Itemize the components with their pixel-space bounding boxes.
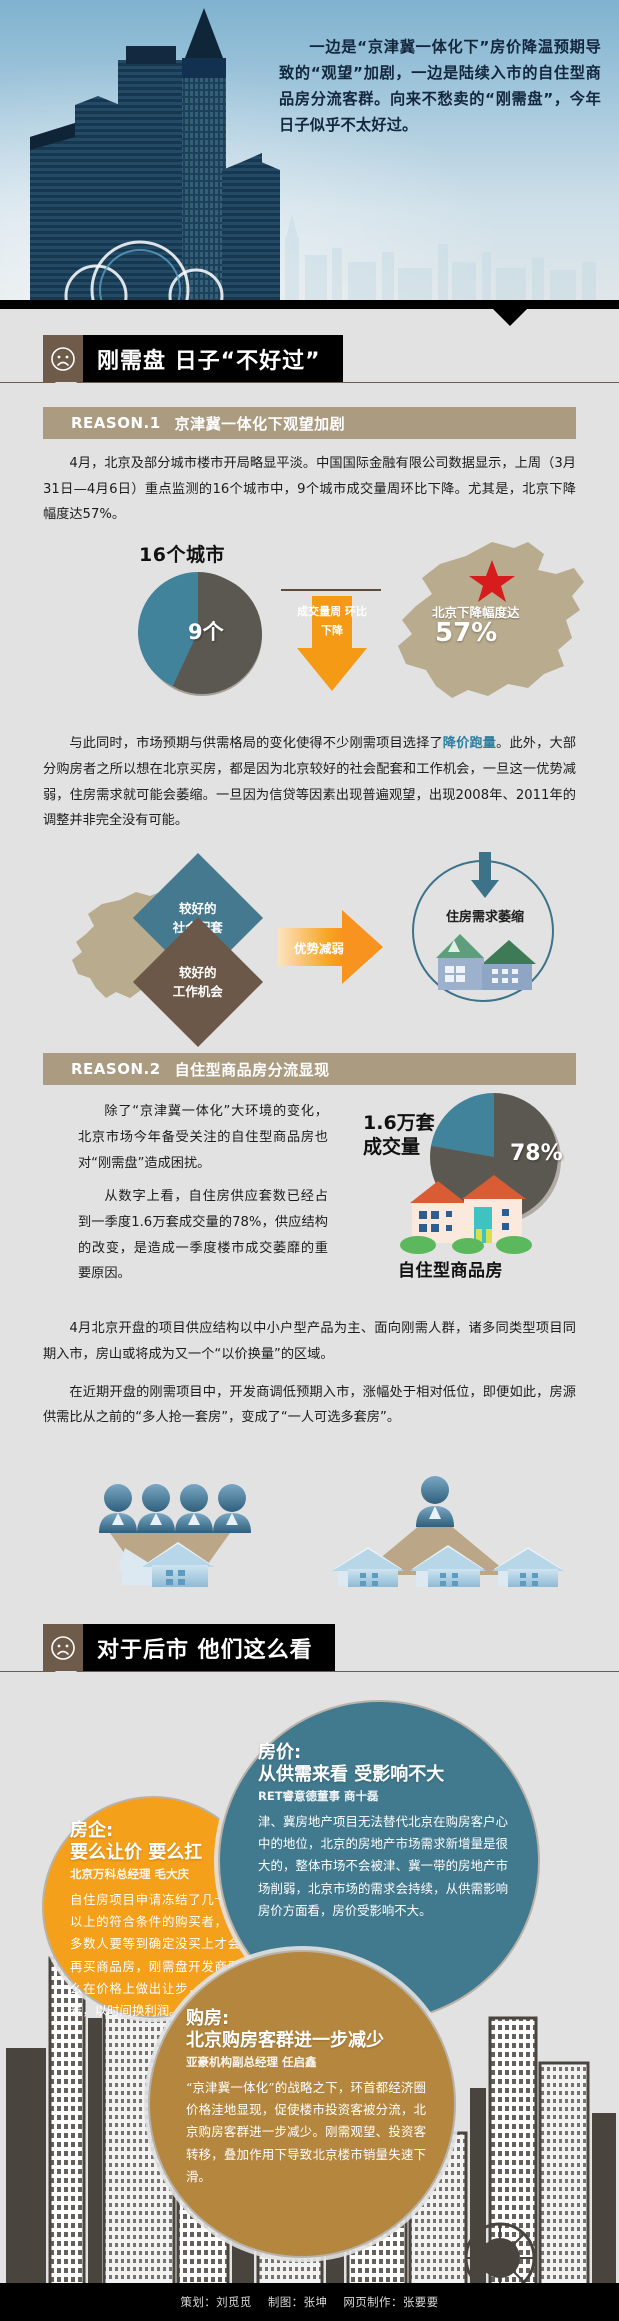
credit-web: 网页制作：张要要 [343,2295,439,2309]
figure-supply-demand [0,1445,619,1590]
housing-demand-circle: 住房需求萎缩 [412,852,554,1003]
reason1-bar: REASON.1 京津冀一体化下观望加剧 [43,407,576,439]
reason2-paragraph-b: 从数字上看，自住房供应套数已经占到一季度1.6万套成交量的78%，供应结构的改变… [78,1189,328,1282]
section1-header-wrap: 刚需盘 日子“不好过” [0,309,619,395]
weakening-arrow-label: 优势减弱 [293,941,344,957]
section2-header: 对于后市 他们这么看 [43,1624,335,1672]
reason1-paragraph: 4月，北京及部分城市楼市开局略显平淡。中国国际金融有限公司数据显示，上周（3月3… [43,456,576,523]
reason2-paragraph-c: 4月北京开盘的项目供应结构以中小户型产品为主、面向刚需人群，诸多同类型项目同期入… [43,1321,576,1362]
housing-demand-label: 住房需求萎缩 [445,910,524,926]
decline-arrow-icon: 成交量周 环比下降 [297,596,367,692]
beijing-map-icon [398,542,584,699]
pie1-label: 16个城市 [139,544,225,567]
bubble-source-developer: 北京万科总经理 毛大庆 [70,1867,190,1882]
pie-chart-16-cities: 9个 [138,572,262,695]
diamond-jobs-label: 较好的 工作机会 [172,964,224,1000]
bubble-source-buyers: 亚豪机构副总经理 任启鑫 [186,2055,317,2070]
houses-right [332,1545,564,1588]
map-caption: 北京下降幅度达 [432,605,520,621]
p2-part-a: 与此同时，市场预期与供需格局的变化使得不少刚需项目选择了 [69,736,443,752]
reason2-number: REASON.2 [71,1060,161,1079]
reason2-bar: REASON.2 自住型商品房分流显现 [43,1053,576,1086]
section2-rule [0,1671,619,1685]
weakening-arrow-icon: 优势减弱 [278,910,383,985]
p2-part-b: 。此外，大部分购房者之所以想在北京买房，都是因为北京较好的社会配套和工作机会，一… [43,736,577,829]
section2-rule-tick [55,1671,77,1685]
footer-credits: 策划：刘觅觅 制图：张坤 网页制作：张要要 [0,2283,619,2321]
reason1-number: REASON.1 [71,414,161,432]
reason2-label: 自住型商品房分流显现 [174,1060,330,1079]
bubble-title-buyers: 购房: 北京购房客群进一步减少 [186,2008,384,2051]
people-and-houses-illustration [99,1476,564,1588]
decline-arrow-label: 成交量周 环比下降 [297,605,367,638]
arrow-stem [479,852,491,883]
demand-down-arrow-icon [471,852,499,908]
section2-title: 对于后市 他们这么看 [83,1624,335,1672]
top-black-divider [0,300,619,326]
section1-title: 刚需盘 日子“不好过” [83,335,343,382]
section2-header-wrap: 对于后市 他们这么看 [0,1590,619,1685]
credit-planner: 策划：刘觅觅 [180,2295,252,2309]
reason2-paragraph-a: 除了“京津冀一体化”大环境的变化，北京市场今年备受关注的自住型商品房也对“刚需盘… [78,1104,328,1171]
figure-cities-pie: 16个城市 9个 成交量周 环比下降 北京下降幅度达 57% [0,534,619,719]
map-percent-value: 57% [435,618,498,649]
reason1-label: 京津冀一体化下观望加剧 [174,414,346,433]
pie1-value: 9个 [188,620,224,645]
pie2-title: 1.6万套 成交量 [363,1112,435,1159]
section1-header: 刚需盘 日子“不好过” [43,335,343,382]
section1-rule-tick [55,382,77,395]
section1-rule [0,382,619,395]
reason2-paragraph-d: 在近期开盘的刚需项目中，开发商调低预期入市，涨幅处于相对低位，即便如此，房源供需… [43,1384,576,1426]
pie1-highlight-slice [142,574,262,695]
pie2-value: 78% [510,1141,563,1167]
house-pair-icon [436,934,536,991]
self-housing-illustration-icon [400,1175,532,1255]
bubble-title-price: 房价: 从供需来看 受影响不大 [258,1742,445,1785]
figure-self-housing: 1.6万套 成交量 78% 自住型商品房 除了“京津冀一体化”大环境的变化，北京… [0,1089,619,1304]
bubble-body-buyers: “京津冀一体化”的战略之下，环首都经济圈价格洼地显现，促使楼市投资客被分流，北京… [186,2080,426,2184]
hero-lead-text: 一边是“京津冀一体化下”房价降温预期导致的“观望”加剧，一边是陆续入市的自住型商… [279,38,601,135]
arrow-stem [312,596,352,649]
bubble-body-price: 津、冀房地产项目无法替代北京在购房客户心中的地位，北京的房地产市场需求新增量是很… [258,1814,508,1918]
figure1-connector-line [281,589,381,592]
capital-star-icon [469,560,515,603]
p2-highlight: 降价跑量 [442,736,497,752]
house-left [118,1542,214,1588]
expert-opinions-section: 房企: 要么让价 要么扛 北京万科总经理 毛大庆 自住房项目申请冻结了几十万以上… [0,1678,619,2319]
arrow-stem [278,928,344,967]
sad-face-icon [43,335,83,382]
arrow-head [297,648,367,692]
sad-face-icon [43,1624,83,1672]
divider-notch [493,309,527,326]
reason1-paragraph2: 与此同时，市场预期与供需格局的变化使得不少刚需项目选择了降价跑量。此外，大部分购… [43,731,576,834]
bubble-source-price: RET睿意德董事 商十磊 [258,1789,379,1804]
bubble-title-developer: 房企: 要么让价 要么扛 [70,1820,203,1863]
self-housing-caption: 自住型商品房 [398,1261,503,1282]
arrow-head [471,880,499,899]
opinion-bubble-buyers[interactable]: 购房: 北京购房客群进一步减少 亚豪机构副总经理 任启鑫 “京津冀一体化”的战略… [148,1950,456,2259]
city-skyline-illustration [30,8,596,300]
bubble-body-developer: 自住房项目申请冻结了几十万以上的符合条件的购买者，大多数人要等到确定没买上才会再… [70,1892,240,2018]
hero-banner: 一边是“京津冀一体化下”房价降温预期导致的“观望”加剧，一边是陆续入市的自住型商… [0,0,619,300]
figure-advantage-flow: 较好的 社会配套 较好的 工作机会 优势减弱 住房需求萎缩 [0,844,619,1048]
arrow-head [342,910,383,985]
credit-designer: 制图：张坤 [267,2295,328,2309]
